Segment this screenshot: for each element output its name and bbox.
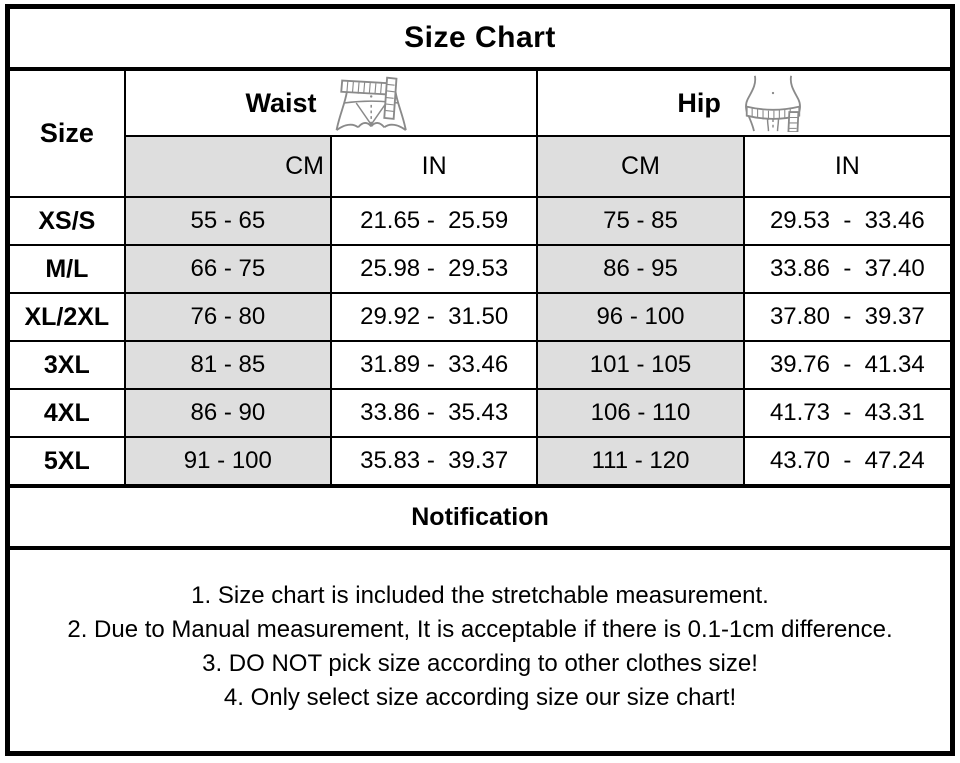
- size-cell: M/L: [10, 244, 126, 294]
- hip-cm-cell: 101 - 105: [536, 340, 745, 390]
- waist-column-header: Waist: [123, 71, 539, 137]
- table-row: 5XL 91 - 100 35.83 - 39.37 111 - 120 43.…: [10, 436, 950, 484]
- size-column-header: Size: [10, 71, 126, 198]
- chart-frame: Size Chart Size Waist: [5, 4, 955, 756]
- size-table: Size Waist: [10, 71, 950, 484]
- table-row: M/L 66 - 75 25.98 - 29.53 86 - 95 33.86 …: [10, 244, 950, 294]
- hip-cm-header: CM: [536, 135, 745, 198]
- waist-in-cell: 21.65 - 25.59: [329, 196, 539, 246]
- table-row: 4XL 86 - 90 33.86 - 35.43 106 - 110 41.7…: [10, 388, 950, 438]
- waist-in-cell: 29.92 - 31.50: [329, 292, 539, 342]
- size-cell: XS/S: [10, 196, 126, 246]
- size-cell: XL/2XL: [10, 292, 126, 342]
- waist-cm-cell: 91 - 100: [123, 436, 333, 484]
- page-title: Size Chart: [10, 9, 950, 71]
- waist-in-cell: 35.83 - 39.37: [329, 436, 539, 484]
- note-line: 1. Size chart is included the stretchabl…: [191, 581, 769, 609]
- table-row: 3XL 81 - 85 31.89 - 33.46 101 - 105 39.7…: [10, 340, 950, 390]
- waist-cm-header: CM: [124, 135, 333, 198]
- waist-cm-cell: 55 - 65: [123, 196, 333, 246]
- waist-in-cell: 25.98 - 29.53: [329, 244, 539, 294]
- table-row: XS/S 55 - 65 21.65 - 25.59 75 - 85 29.53…: [10, 196, 950, 246]
- table-row: XL/2XL 76 - 80 29.92 - 31.50 96 - 100 37…: [10, 292, 950, 342]
- note-line: 2. Due to Manual measurement, It is acce…: [67, 615, 893, 643]
- waist-cm-cell: 81 - 85: [123, 340, 333, 390]
- hip-cm-cell: 75 - 85: [536, 196, 745, 246]
- waist-in-cell: 31.89 - 33.46: [329, 340, 539, 390]
- waist-in-header: IN: [329, 135, 539, 198]
- hip-cm-cell: 106 - 110: [536, 388, 745, 438]
- waist-in-cell: 33.86 - 35.43: [329, 388, 539, 438]
- waist-cm-cell: 66 - 75: [123, 244, 333, 294]
- notification-header: Notification: [10, 484, 950, 550]
- unit-header-row: CM IN CM IN: [10, 135, 950, 198]
- note-line: 4. Only select size according size our s…: [223, 683, 737, 711]
- size-cell: 5XL: [10, 436, 126, 484]
- hip-header-label: Hip: [677, 87, 721, 118]
- size-cell: 3XL: [10, 340, 126, 390]
- hip-cm-cell: 111 - 120: [536, 436, 745, 484]
- hip-column-header: Hip: [536, 71, 950, 137]
- notification-notes: 1. Size chart is included the stretchabl…: [10, 550, 950, 751]
- measure-header-row: Size Waist: [10, 71, 950, 198]
- hip-in-header: IN: [742, 135, 950, 198]
- hip-in-cell: 33.86 - 37.40: [742, 244, 950, 294]
- hip-in-cell: 29.53 - 33.46: [742, 196, 950, 246]
- hip-in-cell: 41.73 - 43.31: [742, 388, 950, 438]
- waist-cm-cell: 76 - 80: [123, 292, 333, 342]
- hip-in-cell: 39.76 - 41.34: [742, 340, 950, 390]
- waist-cm-cell: 86 - 90: [123, 388, 333, 438]
- hip-cm-cell: 96 - 100: [536, 292, 745, 342]
- hip-in-cell: 43.70 - 47.24: [742, 436, 950, 484]
- hip-cm-cell: 86 - 95: [536, 244, 745, 294]
- size-cell: 4XL: [10, 388, 126, 438]
- hip-measure-icon: [745, 75, 801, 132]
- hip-in-cell: 37.80 - 39.37: [742, 292, 950, 342]
- waist-measure-icon: [335, 76, 407, 131]
- waist-header-label: Waist: [245, 87, 317, 118]
- note-line: 3. DO NOT pick size according to other c…: [202, 649, 758, 677]
